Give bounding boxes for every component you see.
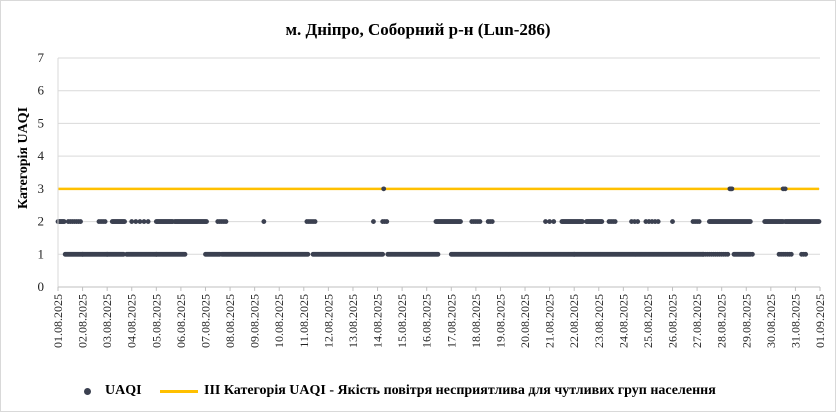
- x-tick-label: 02.08.2025: [76, 294, 90, 348]
- x-tick-label: 28.08.2025: [715, 294, 729, 348]
- uaqi-point: [788, 251, 794, 257]
- uaqi-point: [725, 251, 731, 257]
- legend: UAQI III Категорія UAQI - Якість повітря…: [0, 383, 836, 403]
- x-tick-label: 18.08.2025: [469, 294, 483, 348]
- x-tick-label: 05.08.2025: [149, 294, 163, 348]
- x-tick-label: 06.08.2025: [174, 294, 188, 348]
- axes: 0 1 2 3 4 5 6 7 01.08.2025 02.08.2025 03.08.2025 04…: [38, 50, 828, 348]
- uaqi-point: [543, 219, 548, 224]
- x-tick-label: 19.08.2025: [493, 294, 507, 348]
- uaqi-point: [204, 219, 209, 224]
- uaqi-point: [729, 186, 735, 192]
- uaqi-point: [458, 219, 463, 224]
- x-tick-label: 16.08.2025: [420, 294, 434, 348]
- uaqi-point: [635, 219, 641, 224]
- legend-label-threshold: III Категорія UAQI - Якість повітря несп…: [204, 383, 716, 398]
- y-tick-label: 0: [38, 279, 45, 294]
- y-tick-label: 6: [38, 83, 45, 98]
- x-tick-label: 13.08.2025: [346, 294, 360, 348]
- uaqi-point: [551, 219, 557, 224]
- uaqi-point: [305, 251, 311, 257]
- x-tick-label: 31.08.2025: [788, 294, 802, 348]
- uaqi-point: [141, 219, 147, 224]
- uaqi-point: [612, 219, 618, 224]
- x-tick-label: 27.08.2025: [690, 294, 704, 348]
- uaqi-point: [133, 219, 139, 224]
- uaqi-point: [547, 219, 553, 224]
- x-tick-label: 15.08.2025: [395, 294, 409, 348]
- uaqi-point: [655, 219, 661, 224]
- legend-line-marker: [160, 389, 198, 393]
- legend-item-uaqi: UAQI: [84, 383, 142, 399]
- x-tick-label: 23.08.2025: [592, 294, 606, 348]
- uaqi-point: [380, 251, 386, 257]
- x-tick-label: 11.08.2025: [297, 294, 311, 348]
- y-tick-label: 1: [38, 246, 45, 261]
- gridlines: [58, 57, 820, 255]
- uaqi-point: [371, 219, 376, 224]
- x-tick-label: 01.09.2025: [813, 294, 827, 348]
- uaqi-point: [384, 219, 390, 224]
- x-tick-label: 03.08.2025: [100, 294, 114, 348]
- uaqi-point: [381, 186, 387, 192]
- uaqi-point: [489, 219, 495, 224]
- x-tick-label: 21.08.2025: [543, 294, 557, 348]
- x-tick-label: 20.08.2025: [518, 294, 532, 348]
- x-tick-label: 30.08.2025: [764, 294, 778, 348]
- uaqi-point: [477, 219, 483, 224]
- x-tick-label: 29.08.2025: [739, 294, 753, 348]
- x-tick-label: 08.08.2025: [223, 294, 237, 348]
- uaqi-point: [599, 219, 605, 224]
- y-tick-label: 7: [38, 50, 45, 65]
- uaqi-point: [782, 186, 788, 192]
- x-tick-label: 09.08.2025: [248, 294, 262, 348]
- x-tick-label: 04.08.2025: [125, 294, 139, 348]
- y-tick-label: 4: [38, 148, 45, 163]
- legend-item-threshold: III Категорія UAQI - Якість повітря несп…: [160, 383, 716, 399]
- uaqi-point: [696, 219, 702, 224]
- x-tick-label: 24.08.2025: [616, 294, 630, 348]
- uaqi-point: [182, 251, 188, 257]
- x-tick-label: 12.08.2025: [321, 294, 335, 348]
- x-tick-label: 22.08.2025: [567, 294, 581, 348]
- uaqi-point: [137, 219, 143, 224]
- x-tick-label: 10.08.2025: [272, 294, 286, 348]
- uaqi-points-layer: [55, 186, 822, 257]
- uaqi-point: [223, 219, 229, 224]
- x-tick-label: 26.08.2025: [666, 294, 680, 348]
- uaqi-point: [803, 251, 809, 257]
- uaqi-point: [579, 219, 585, 224]
- uaqi-point: [145, 219, 151, 224]
- uaqi-point: [61, 219, 67, 224]
- x-tick-label: 17.08.2025: [444, 294, 458, 348]
- uaqi-point: [122, 219, 127, 224]
- uaqi-point: [435, 251, 441, 257]
- legend-dot-marker: [84, 387, 91, 395]
- y-tick-label: 5: [38, 115, 45, 130]
- chart-title: м. Дніпро, Соборний р-н (Lun-286): [285, 20, 551, 39]
- uaqi-point: [129, 219, 135, 224]
- y-axis-label: Категорія UAQI: [16, 107, 31, 209]
- uaqi-point: [750, 251, 755, 257]
- legend-label-uaqi: UAQI: [105, 383, 142, 398]
- uaqi-point: [102, 219, 108, 224]
- uaqi-point: [670, 219, 675, 224]
- y-tick-label: 2: [38, 214, 45, 229]
- x-tick-label: 01.08.2025: [51, 294, 65, 348]
- uaqi-point: [816, 219, 822, 224]
- y-tick-label: 3: [38, 181, 45, 196]
- x-tick-label: 14.08.2025: [371, 294, 385, 348]
- uaqi-point: [312, 219, 318, 224]
- uaqi-point: [747, 219, 753, 224]
- x-tick-label: 25.08.2025: [641, 294, 655, 348]
- uaqi-point: [78, 219, 83, 224]
- x-tick-label: 07.08.2025: [198, 294, 212, 348]
- uaqi-point: [261, 219, 267, 224]
